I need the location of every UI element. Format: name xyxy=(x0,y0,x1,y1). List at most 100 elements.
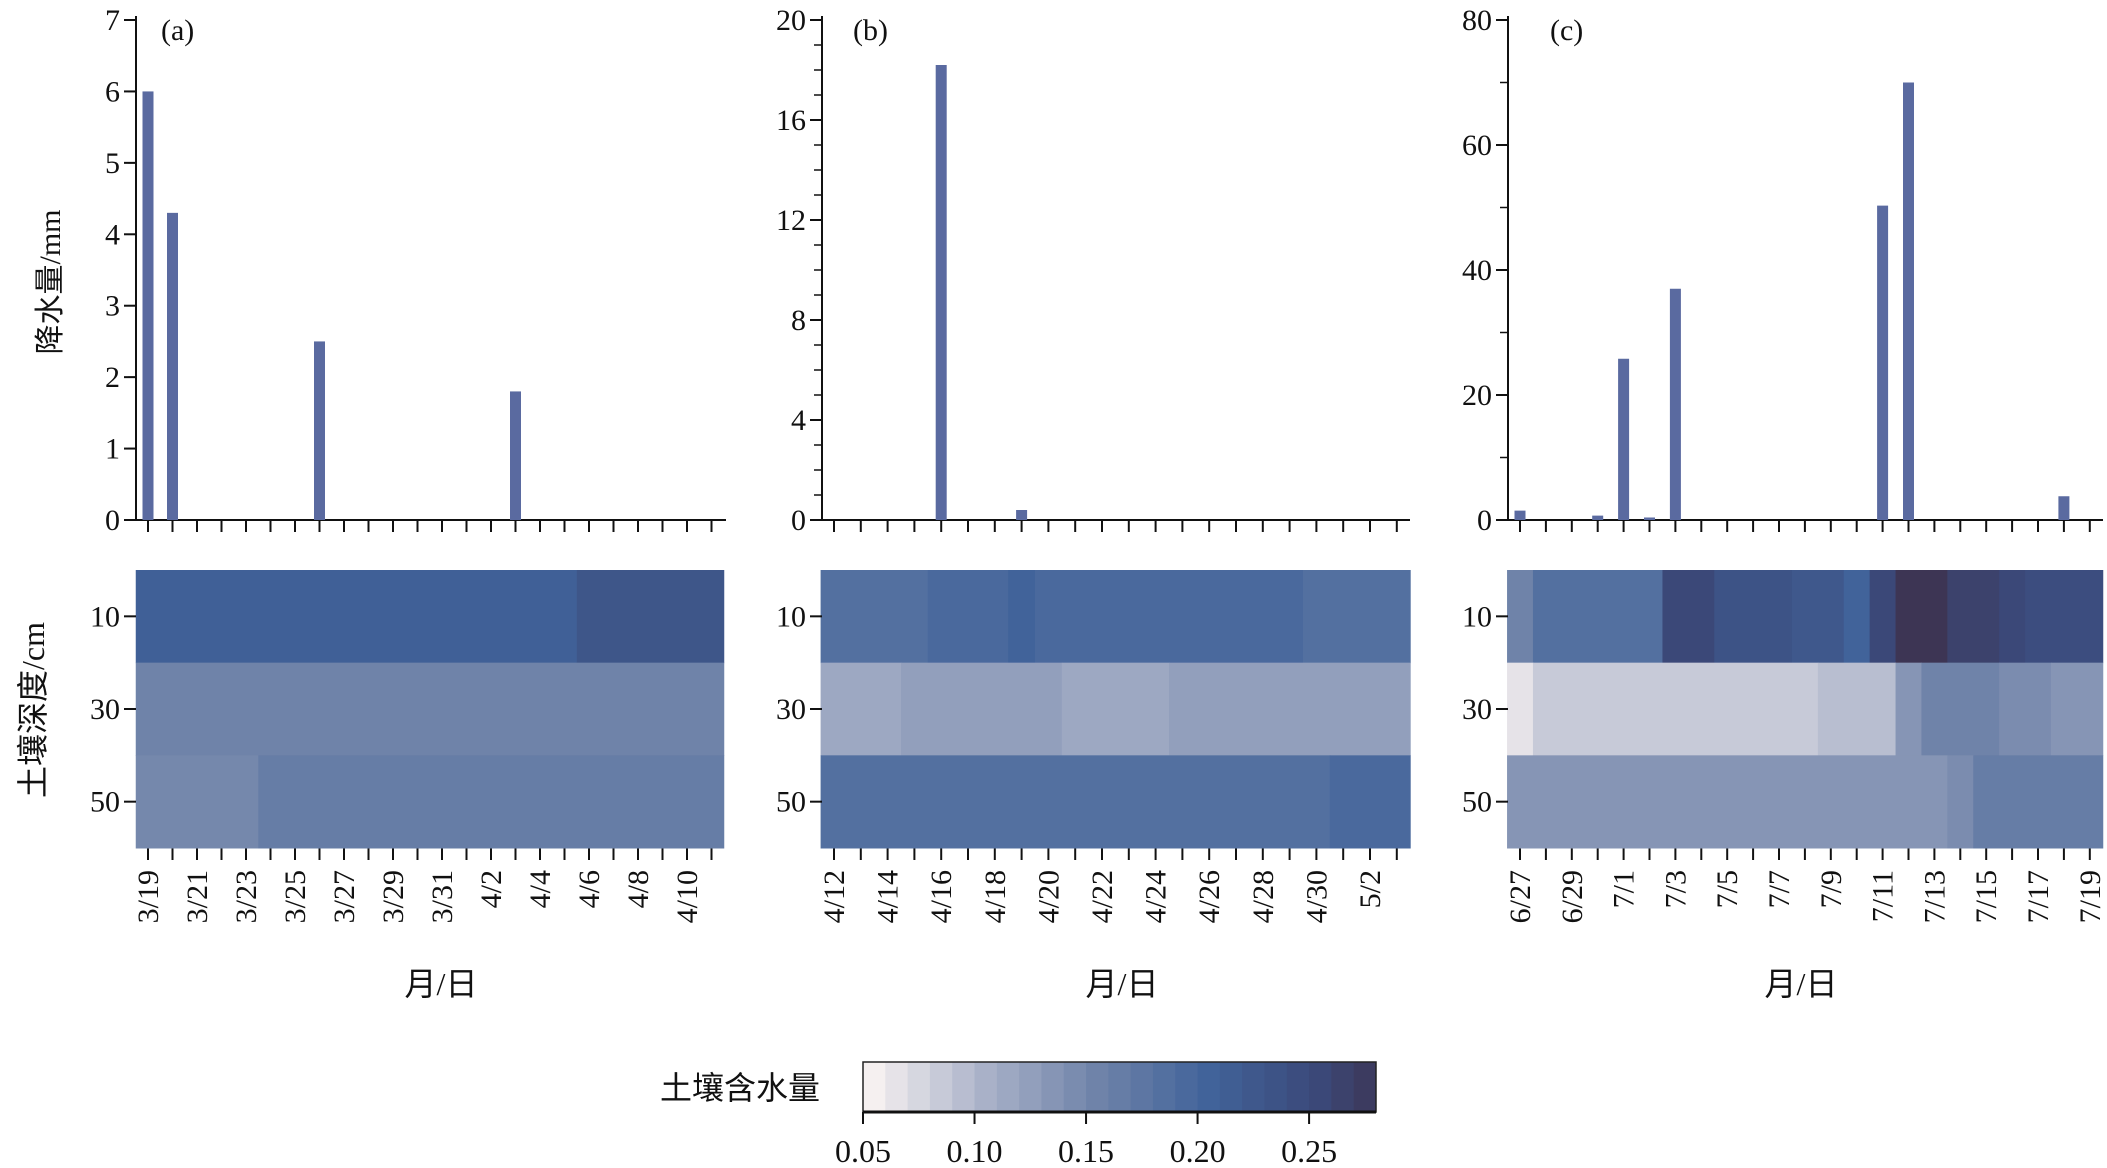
y-tick-label: 6 xyxy=(105,75,120,108)
precip-bar xyxy=(314,341,325,520)
heatmap-cell xyxy=(135,662,725,756)
colorbar-cell xyxy=(885,1062,909,1112)
heatmap-cell xyxy=(1169,662,1411,756)
colorbar-cell xyxy=(863,1062,886,1112)
y-tick-label: 8 xyxy=(791,304,806,337)
y-tick-label: 20 xyxy=(776,4,806,37)
heatmap-cell xyxy=(820,570,929,664)
y-tick-label: 16 xyxy=(776,104,806,137)
y-tick-label: 20 xyxy=(1462,379,1492,412)
x-tick-label: 4/10 xyxy=(671,870,704,923)
colorbar-cell xyxy=(1331,1062,1355,1112)
precip-bar xyxy=(1644,517,1655,520)
colorbar-cell xyxy=(1152,1062,1176,1112)
x-tick-label: 7/9 xyxy=(1815,870,1848,908)
heatmap-cell xyxy=(1791,570,1845,664)
colorbar-tick-label: 0.25 xyxy=(1281,1133,1337,1168)
colorbar-cell xyxy=(1309,1062,1332,1112)
colorbar-cell xyxy=(1041,1062,1065,1112)
precip-bar xyxy=(1877,205,1889,520)
precip-bar xyxy=(1514,510,1526,520)
colorbar-cell xyxy=(1108,1062,1132,1112)
depth-tick-label: 10 xyxy=(90,600,120,633)
heatmap-cell xyxy=(1507,570,1534,664)
x-tick-label: 4/2 xyxy=(475,870,508,908)
heatmap-cell xyxy=(2025,570,2104,664)
heatmap-cell xyxy=(1921,662,2000,756)
heatmap-cell xyxy=(820,755,1331,849)
colorbar-cell xyxy=(1197,1062,1221,1112)
y-tick-label: 2 xyxy=(105,361,120,394)
colorbar-tick-label: 0.15 xyxy=(1058,1133,1114,1168)
heatmap-cell xyxy=(576,570,725,664)
precip-y-label: 降水量/mm xyxy=(34,209,67,354)
heatmap-cell xyxy=(927,570,1009,664)
x-tick-label: 4/18 xyxy=(979,870,1012,923)
moisture-heatmap xyxy=(1507,570,2104,849)
x-tick-label: 4/14 xyxy=(872,870,905,923)
colorbar-cell xyxy=(996,1062,1020,1112)
colorbar-tick-label: 0.10 xyxy=(947,1133,1003,1168)
moisture-heatmap xyxy=(135,570,725,849)
x-tick-label: 3/23 xyxy=(230,870,263,923)
precip-bar xyxy=(1618,358,1630,520)
moisture-heatmap xyxy=(820,570,1411,849)
x-tick-label: 7/13 xyxy=(1918,870,1951,923)
x-axis-label: 月/日 xyxy=(1086,966,1159,1002)
heatmap-cell xyxy=(1507,662,1534,756)
x-tick-label: 4/26 xyxy=(1193,870,1226,923)
depth-tick-label: 50 xyxy=(776,786,806,819)
colorbar-tick-label: 0.05 xyxy=(835,1133,891,1168)
heatmap-cell xyxy=(1895,570,1948,664)
x-tick-label: 7/11 xyxy=(1867,870,1900,922)
x-tick-label: 7/3 xyxy=(1659,870,1692,908)
x-tick-label: 4/28 xyxy=(1247,870,1280,923)
colorbar-cell xyxy=(952,1062,976,1112)
panel-label: (b) xyxy=(853,14,888,47)
heatmap-cell xyxy=(1947,755,1974,849)
y-tick-label: 5 xyxy=(105,147,120,180)
colorbar-cell xyxy=(1130,1062,1154,1112)
x-tick-label: 4/24 xyxy=(1140,870,1173,923)
colorbar-cell xyxy=(1063,1062,1087,1112)
precip-bar xyxy=(2058,496,2070,520)
x-tick-label: 4/22 xyxy=(1086,870,1119,923)
heatmap-cell xyxy=(1817,662,1897,756)
y-tick-label: 0 xyxy=(105,504,120,537)
x-tick-label: 7/7 xyxy=(1763,870,1796,908)
depth-y-label: 土壤深度/cm xyxy=(15,622,51,798)
heatmap-cell xyxy=(1714,570,1793,664)
heatmap-cell xyxy=(1303,570,1411,664)
y-tick-label: 80 xyxy=(1462,4,1492,37)
heatmap-cell xyxy=(820,662,902,756)
y-tick-label: 0 xyxy=(791,504,806,537)
depth-tick-label: 30 xyxy=(1462,693,1492,726)
x-tick-label: 6/29 xyxy=(1556,870,1589,923)
precip-bar xyxy=(510,391,521,520)
x-tick-label: 3/25 xyxy=(279,870,312,923)
y-tick-label: 40 xyxy=(1462,254,1492,287)
colorbar-tick-label: 0.20 xyxy=(1170,1133,1226,1168)
x-axis-label: 月/日 xyxy=(1765,966,1838,1002)
x-tick-label: 4/4 xyxy=(524,870,557,908)
precip-bar xyxy=(1903,82,1914,520)
y-tick-label: 4 xyxy=(791,404,806,437)
heatmap-cell xyxy=(1329,755,1411,849)
colorbar-cell xyxy=(1219,1062,1243,1112)
depth-tick-label: 50 xyxy=(1462,786,1492,819)
y-tick-label: 12 xyxy=(776,204,806,237)
x-tick-label: 3/29 xyxy=(377,870,410,923)
heatmap-cell xyxy=(1035,570,1304,664)
heatmap-cell xyxy=(1973,755,2104,849)
panel-b: 0 4 8 12 16 20 (b) 10 30 50 4/12 4/14 4/16 4/18 4/20 4/… xyxy=(776,4,1411,1002)
x-tick-label: 7/5 xyxy=(1711,870,1744,908)
depth-tick-label: 30 xyxy=(776,693,806,726)
heatmap-cell xyxy=(1869,570,1897,664)
precip-bar xyxy=(142,91,154,520)
heatmap-cell xyxy=(1947,570,2000,664)
colorbar-cell xyxy=(1353,1062,1377,1112)
heatmap-cell xyxy=(135,570,578,664)
colorbar-cell xyxy=(1264,1062,1288,1112)
x-tick-label: 4/6 xyxy=(573,870,606,908)
x-tick-label: 4/30 xyxy=(1300,870,1333,923)
